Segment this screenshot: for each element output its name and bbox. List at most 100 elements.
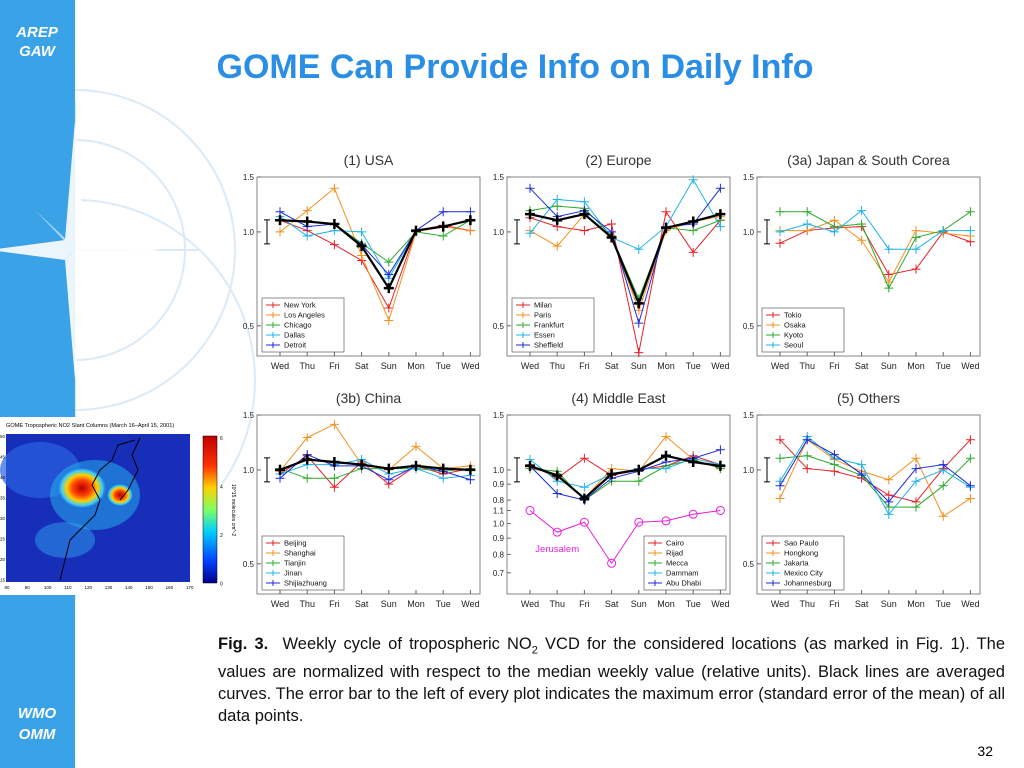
x-tick-label: Wed (771, 361, 789, 371)
series-line (780, 211, 971, 290)
colorbar-tick: 2 (220, 533, 223, 539)
y-tick-label: 1.0 (243, 466, 255, 475)
point (938, 460, 948, 470)
series-line (779, 438, 971, 518)
legend-label: Mexico City (784, 569, 823, 578)
chart-title: (3b) China (336, 390, 402, 406)
x-tick-label: Wed (961, 599, 979, 609)
point (607, 219, 617, 229)
point (411, 225, 421, 236)
point (884, 244, 894, 254)
legend-label: Frankfurt (534, 321, 565, 330)
y-tick-label: 0.9 (493, 534, 505, 543)
x-tick-label: Tue (436, 599, 451, 609)
point (634, 244, 644, 254)
sidebar (0, 0, 75, 768)
legend-swatch (648, 580, 662, 586)
error-bar (514, 457, 520, 483)
y-tick-label: 0.5 (743, 322, 755, 331)
x-tick-label: Wed (461, 361, 479, 371)
x-tick-label: Tue (936, 361, 951, 371)
error-bar (264, 219, 270, 245)
chart-title: (5) Others (837, 390, 900, 406)
map-x-tick: 80 (4, 585, 10, 590)
series-line (779, 209, 971, 250)
legend-swatch (266, 332, 280, 338)
point (857, 219, 867, 229)
point (607, 558, 617, 568)
y-tick-label: 1.0 (493, 466, 505, 475)
legend-label: Mecca (666, 559, 689, 568)
point (465, 464, 476, 475)
x-tick-label: Sat (355, 599, 369, 609)
point (579, 482, 589, 492)
map-x-tick: 140 (125, 585, 133, 590)
point (688, 247, 698, 257)
legend-label: Abu Dhabi (666, 579, 701, 588)
slide-title: GOME Can Provide Info on Daily Info (217, 48, 814, 86)
x-tick-label: Thu (299, 361, 315, 371)
x-tick-label: Sun (631, 599, 647, 609)
point (938, 511, 948, 521)
y-tick-label: 1.5 (743, 411, 755, 420)
x-tick-label: Thu (549, 599, 565, 609)
y-tick-label: 1.5 (493, 173, 505, 182)
point (465, 226, 475, 236)
legend-label: Tokio (784, 311, 802, 320)
y-tick-label: 0.7 (493, 569, 505, 578)
y-tick-label: 0.5 (493, 322, 505, 331)
legend-swatch (766, 560, 780, 566)
y-tick-label: 1.5 (243, 173, 255, 182)
point (775, 453, 785, 463)
x-tick-label: Fri (829, 361, 840, 371)
legend-label: Chicago (284, 321, 312, 330)
caption-text: VCD for the considered locations (as mar… (218, 635, 1005, 726)
point (965, 226, 975, 236)
point (579, 226, 589, 236)
map-x-tick: 130 (105, 585, 113, 590)
point (465, 475, 475, 485)
point (911, 232, 921, 242)
point (383, 463, 394, 474)
x-tick-label: Tue (686, 599, 701, 609)
point (525, 228, 535, 238)
point (634, 348, 644, 358)
point (356, 459, 367, 470)
point (911, 502, 921, 512)
legend-swatch (648, 540, 662, 546)
plot-frame (256, 176, 481, 357)
sidebar-bottom-2: OMM (19, 726, 56, 743)
legend-label: Osaka (784, 321, 807, 330)
point (715, 222, 725, 232)
y-tick-label: 0.5 (243, 560, 255, 569)
point (329, 419, 339, 429)
legend-swatch (766, 322, 780, 328)
legend-label: New York (284, 301, 316, 310)
point (329, 219, 340, 230)
point (606, 232, 617, 243)
point (383, 283, 394, 294)
map-x-tick: 160 (166, 585, 174, 590)
legend-swatch (766, 580, 780, 586)
series-line (529, 178, 721, 250)
point (552, 241, 562, 251)
point (661, 207, 671, 217)
point (857, 206, 867, 216)
x-tick-label: Fri (329, 361, 340, 371)
x-tick-label: Fri (579, 599, 590, 609)
point (715, 445, 725, 455)
point (688, 457, 699, 468)
series-line (529, 187, 721, 325)
x-tick-label: Fri (579, 361, 590, 371)
chart-title: (3a) Japan & South Corea (787, 152, 950, 168)
x-tick-label: Sat (605, 361, 619, 371)
x-tick-label: Mon (907, 361, 925, 371)
map-title: GOME Tropospheric NO2 Slant Columns (Mar… (6, 423, 174, 429)
y-tick-label: 0.8 (493, 550, 505, 559)
legend-label: Los Angeles (284, 311, 325, 320)
point (661, 450, 671, 461)
x-tick-label: Thu (799, 361, 815, 371)
legend-swatch (766, 312, 780, 318)
series-line (780, 219, 971, 284)
point (329, 482, 339, 492)
